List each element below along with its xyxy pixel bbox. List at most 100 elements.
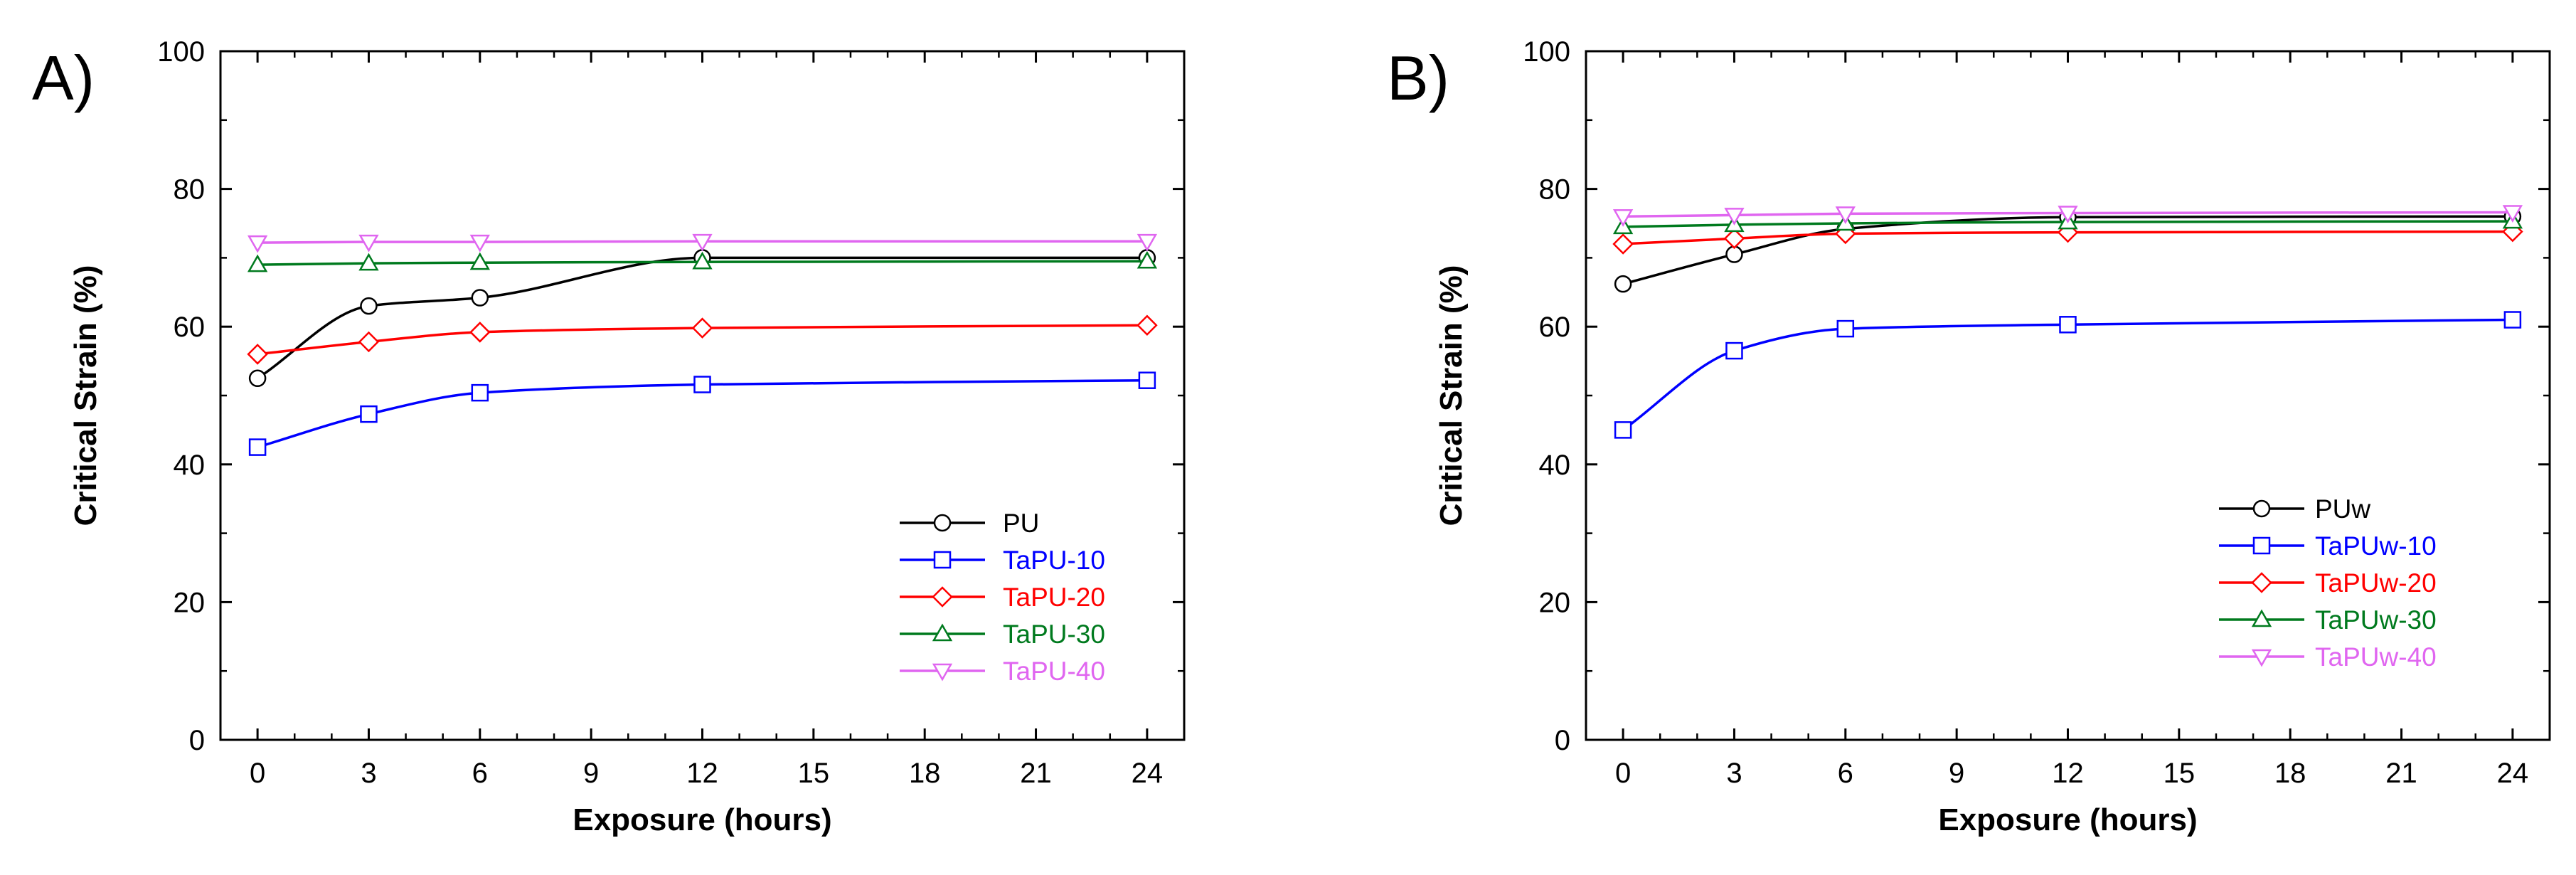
legend-label: TaPU-20	[1003, 583, 1105, 612]
legend-label: TaPU-10	[1003, 546, 1105, 575]
plot-frame	[1585, 50, 2551, 741]
data-point	[360, 297, 378, 315]
legend-marker	[2252, 499, 2271, 518]
data-point	[248, 369, 267, 388]
x-tick-label: 9	[1949, 758, 1964, 789]
data-point	[1836, 319, 1855, 338]
x-tick-label: 0	[250, 758, 265, 789]
data-point	[1725, 341, 1743, 360]
y-axis-title: Critical Strain (%)	[68, 265, 103, 526]
y-tick-label: 20	[1539, 587, 1571, 618]
legend-entry: TaPUw-10	[2219, 531, 2437, 561]
x-tick-label: 24	[1132, 758, 1164, 789]
panel-label: A)	[32, 43, 95, 113]
series-line	[1622, 215, 2513, 285]
x-tick-label: 18	[909, 758, 941, 789]
data-point	[248, 438, 267, 456]
legend-marker	[2251, 609, 2272, 627]
legend-label: TaPUw-30	[2315, 605, 2437, 635]
x-tick-label: 0	[1615, 758, 1631, 789]
data-point	[692, 233, 713, 252]
legend-label: TaPUw-20	[2315, 568, 2437, 598]
data-point	[691, 317, 713, 339]
legend-label: PU	[1003, 509, 1039, 538]
x-tick-label: 15	[798, 758, 830, 789]
y-tick-label: 20	[174, 587, 206, 618]
data-point	[469, 252, 490, 270]
y-tick-label: 100	[157, 36, 205, 68]
legend-entry: TaPU-20	[900, 583, 1105, 612]
legend-marker	[932, 663, 953, 682]
legend-label: TaPUw-10	[2315, 531, 2437, 561]
series-line	[257, 260, 1147, 266]
series-line	[1622, 318, 2513, 431]
data-point	[2502, 205, 2523, 223]
legend-entry: PUw	[2219, 494, 2370, 524]
series-TaPUw-40	[1612, 205, 2523, 227]
series-line	[1623, 220, 2513, 228]
data-point	[1614, 421, 1632, 439]
data-point	[360, 405, 378, 423]
data-point	[692, 251, 713, 270]
series-line	[1623, 211, 2513, 218]
data-point	[469, 234, 490, 253]
x-tick-label: 9	[583, 758, 599, 789]
x-tick-label: 3	[1726, 758, 1742, 789]
legend-marker	[2252, 536, 2271, 555]
legend-entry: TaPU-40	[900, 657, 1105, 686]
x-tick-label: 15	[2163, 758, 2196, 789]
y-tick-label: 80	[1539, 174, 1571, 206]
y-tick-label: 60	[1539, 312, 1571, 343]
legend-entry: TaPU-10	[900, 546, 1105, 575]
data-point	[1137, 314, 1158, 336]
x-tick-label: 3	[361, 758, 376, 789]
x-tick-label: 21	[2385, 758, 2417, 789]
legend-marker	[932, 586, 953, 608]
x-tick-label: 18	[2274, 758, 2306, 789]
data-point	[247, 254, 268, 272]
data-point	[2503, 311, 2522, 329]
series-TaPU-30	[247, 250, 1158, 272]
data-point	[358, 234, 379, 253]
legend-marker	[933, 551, 952, 569]
y-tick-label: 0	[189, 725, 205, 756]
x-tick-label: 6	[1838, 758, 1853, 789]
data-point	[358, 331, 380, 353]
data-point	[358, 253, 379, 271]
series-TaPUw-10	[1614, 311, 2522, 439]
legend-label: TaPU-40	[1003, 657, 1105, 686]
data-point	[469, 322, 491, 343]
series-TaPU-20	[247, 314, 1158, 365]
data-point	[1137, 250, 1158, 269]
legend-marker	[933, 514, 952, 532]
y-axis-title: Critical Strain (%)	[1434, 265, 1469, 526]
data-point	[1614, 275, 1632, 293]
legend-entry: PU	[900, 509, 1039, 538]
x-tick-label: 12	[2052, 758, 2084, 789]
data-point	[1612, 209, 1634, 227]
data-point	[1835, 206, 1856, 224]
legend-label: TaPUw-40	[2315, 642, 2437, 672]
data-point	[1612, 233, 1634, 255]
y-tick-label: 40	[174, 450, 206, 481]
y-tick-label: 80	[174, 174, 206, 206]
chart-panel-b: B) 0 20 40 60 80 100 0 3 6 9 12 15 18 21 24 Exposure (ho…	[1387, 36, 2551, 837]
data-point	[471, 383, 489, 402]
data-point	[693, 376, 711, 393]
data-point	[471, 289, 489, 307]
panel-label: B)	[1387, 43, 1449, 113]
chart-panel-a: A) 0 20 40 60 80 100 0 3 6 9 12 15 18 21 24 Exposure (ho…	[32, 36, 1186, 837]
legend-entry: TaPUw-40	[2219, 642, 2437, 672]
data-point	[247, 235, 268, 253]
series-TaPU-40	[247, 233, 1158, 253]
legend-label: PUw	[2315, 494, 2370, 524]
legend-entry: TaPUw-30	[2219, 605, 2437, 635]
series-line	[257, 256, 1147, 380]
data-point	[1723, 228, 1745, 250]
x-axis-title: Exposure (hours)	[1938, 802, 2197, 837]
legend-entry: TaPUw-20	[2219, 568, 2437, 598]
legend-marker	[2251, 649, 2272, 667]
x-tick-label: 21	[1020, 758, 1052, 789]
data-point	[2059, 316, 2077, 334]
